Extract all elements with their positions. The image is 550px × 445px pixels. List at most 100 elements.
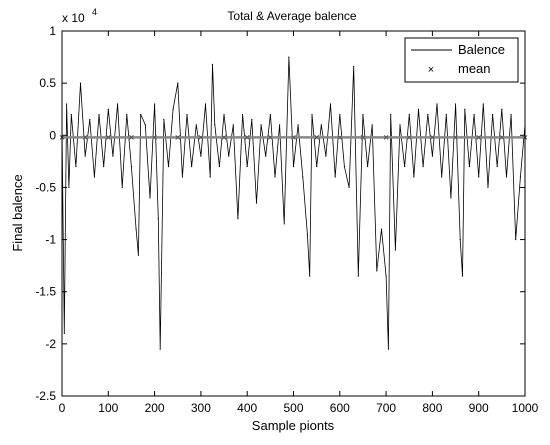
data-point-balence — [89, 119, 91, 121]
data-point-balence — [357, 275, 359, 277]
data-point-balence — [417, 108, 420, 110]
data-point-balence — [214, 124, 216, 126]
data-point-balence — [126, 113, 128, 116]
x-tick-label: 800 — [422, 401, 442, 415]
data-point-mean — [337, 135, 343, 140]
data-point-mean — [129, 135, 134, 140]
data-point-mean — [105, 135, 111, 140]
mean-marker-stroke — [406, 135, 412, 140]
x-axis-label: Sample pionts — [252, 418, 335, 433]
data-point-balence — [98, 113, 100, 116]
data-point-balence — [459, 238, 461, 241]
data-point-balence — [209, 176, 211, 178]
y-tick-label: 0 — [49, 128, 56, 142]
data-point-balence — [348, 186, 350, 189]
data-point-balence — [362, 113, 364, 116]
data-point-balence — [232, 124, 234, 126]
data-point-balence — [66, 103, 68, 105]
series-group — [59, 56, 528, 350]
mean-marker-stroke — [244, 135, 250, 140]
mean-marker-stroke — [499, 135, 505, 140]
data-point-balence — [218, 165, 221, 168]
data-point-balence — [334, 176, 336, 178]
data-point-balence — [191, 165, 193, 168]
data-point-balence — [413, 176, 415, 178]
data-point-balence — [487, 186, 489, 189]
data-point-balence — [283, 223, 285, 225]
y-tick-group: 1 0.5 0 -0.5 -1 -1.5 -2 -2.5 — [35, 24, 525, 403]
y-tick-label: -1 — [45, 233, 56, 247]
data-point-balence — [255, 202, 258, 204]
mean-marker-stroke — [267, 135, 273, 140]
data-point-mean — [267, 135, 273, 140]
data-point-balence — [265, 155, 267, 157]
exponent-power: 4 — [92, 7, 97, 17]
plot-area-frame — [61, 30, 526, 397]
data-point-balence — [177, 82, 179, 84]
data-point-balence — [144, 124, 146, 126]
mean-marker-stroke — [337, 135, 343, 140]
x-tick-label: 900 — [469, 401, 489, 415]
data-point-balence — [159, 348, 161, 350]
mean-marker-stroke — [198, 135, 204, 140]
data-point-balence — [186, 113, 188, 116]
data-point-balence — [371, 124, 373, 126]
mean-marker-stroke — [221, 135, 227, 140]
mean-marker-stroke — [360, 135, 366, 140]
data-point-balence — [204, 103, 207, 105]
data-point-balence — [121, 186, 123, 189]
data-point-balence — [505, 176, 508, 178]
data-point-balence — [75, 165, 77, 168]
data-point-mean — [453, 135, 458, 140]
data-point-mean — [360, 135, 366, 140]
data-point-balence — [404, 165, 406, 168]
x-tick-label: 500 — [283, 401, 303, 415]
data-point-balence — [246, 165, 248, 168]
data-point-balence — [306, 233, 308, 235]
y-tick-label: 1 — [49, 24, 56, 38]
data-point-mean — [175, 135, 181, 140]
data-point-balence — [380, 228, 383, 230]
data-point-balence — [376, 270, 378, 272]
data-point-balence — [167, 165, 170, 168]
x-tick-label: 300 — [191, 401, 211, 415]
x-tick-label: 400 — [237, 401, 257, 415]
mean-marker-stroke — [129, 135, 134, 140]
mean-marker-stroke — [82, 135, 88, 140]
legend-label-mean: mean — [458, 61, 491, 76]
data-point-balence — [390, 113, 392, 116]
data-point-balence — [496, 165, 498, 168]
data-point-balence — [450, 197, 452, 199]
legend-box — [404, 37, 519, 83]
y-tick-label: -2.5 — [35, 389, 56, 403]
x-tick-label: 200 — [145, 401, 165, 415]
chart-title: Total & Average balence — [227, 9, 357, 23]
data-point-balence — [288, 56, 290, 58]
data-point-balence — [228, 155, 230, 157]
data-point-balence — [107, 108, 109, 110]
data-point-balence — [422, 165, 424, 168]
data-point-balence — [339, 113, 341, 116]
data-point-balence — [464, 108, 466, 110]
data-point-balence — [195, 124, 197, 126]
data-point-balence — [274, 176, 276, 178]
data-point-balence — [163, 119, 165, 121]
data-point-balence — [461, 275, 464, 277]
data-point-balence — [501, 108, 503, 110]
data-point-balence — [431, 155, 433, 157]
data-point-balence — [292, 165, 295, 168]
data-point-balence — [140, 113, 142, 116]
data-point-mean — [291, 135, 296, 140]
data-point-balence — [329, 103, 332, 105]
data-point-balence — [385, 275, 387, 277]
y-tick-label: -1.5 — [35, 285, 56, 299]
mean-marker-stroke — [105, 135, 111, 140]
data-point-balence — [130, 165, 133, 168]
data-point-balence — [491, 113, 494, 116]
data-point-balence — [269, 113, 271, 116]
data-point-balence — [237, 218, 239, 220]
data-point-balence — [436, 103, 438, 105]
mean-marker-stroke — [152, 135, 157, 140]
data-point-balence — [251, 119, 253, 121]
